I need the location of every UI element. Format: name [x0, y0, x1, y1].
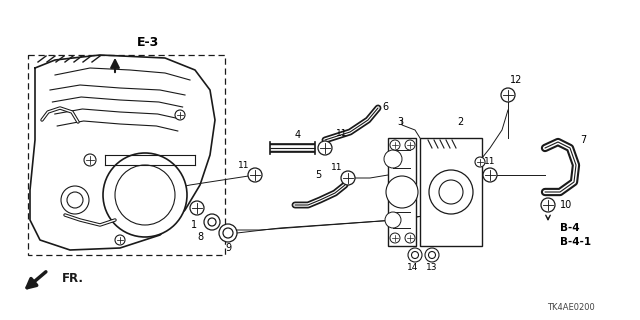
Bar	[420, 138, 482, 246]
Text: FR.: FR.	[62, 271, 84, 284]
Text: 11: 11	[484, 157, 496, 166]
Text: 8: 8	[197, 232, 203, 242]
Circle shape	[190, 201, 204, 215]
Circle shape	[386, 176, 418, 208]
Text: 9: 9	[225, 243, 231, 253]
Text: TK4AE0200: TK4AE0200	[547, 303, 595, 313]
Circle shape	[429, 170, 473, 214]
Circle shape	[385, 212, 401, 228]
Text: E-3: E-3	[137, 36, 159, 49]
Circle shape	[405, 140, 415, 150]
Circle shape	[341, 171, 355, 185]
Circle shape	[439, 180, 463, 204]
Circle shape	[115, 235, 125, 245]
Text: B-4-1: B-4-1	[560, 237, 591, 247]
Circle shape	[223, 228, 233, 238]
Text: 6: 6	[382, 102, 388, 112]
Text: 14: 14	[407, 263, 419, 273]
Circle shape	[115, 165, 175, 225]
Circle shape	[84, 154, 96, 166]
Text: 11: 11	[336, 129, 348, 138]
Circle shape	[390, 233, 400, 243]
Text: 7: 7	[580, 135, 586, 145]
Text: 13: 13	[426, 263, 438, 273]
Text: 11: 11	[238, 161, 250, 170]
Circle shape	[219, 224, 237, 242]
Circle shape	[384, 150, 402, 168]
Circle shape	[412, 252, 419, 259]
Circle shape	[475, 157, 485, 167]
Text: 11: 11	[332, 164, 343, 172]
Circle shape	[103, 153, 187, 237]
Circle shape	[483, 168, 497, 182]
Circle shape	[208, 218, 216, 226]
Circle shape	[429, 252, 435, 259]
Text: B-4: B-4	[560, 223, 580, 233]
Text: 4: 4	[295, 130, 301, 140]
Text: 10: 10	[560, 200, 572, 210]
Circle shape	[425, 248, 439, 262]
Text: 2: 2	[457, 117, 463, 127]
Circle shape	[408, 248, 422, 262]
Circle shape	[204, 214, 220, 230]
Bar	[388, 138, 416, 246]
Circle shape	[61, 186, 89, 214]
Text: 12: 12	[510, 75, 522, 85]
Circle shape	[318, 141, 332, 155]
Circle shape	[501, 88, 515, 102]
Circle shape	[175, 110, 185, 120]
Text: 5: 5	[315, 170, 321, 180]
Circle shape	[390, 140, 400, 150]
Circle shape	[67, 192, 83, 208]
Bar	[28, 55, 225, 255]
Circle shape	[405, 233, 415, 243]
Circle shape	[541, 198, 555, 212]
Circle shape	[248, 168, 262, 182]
Text: 1: 1	[191, 220, 197, 230]
Text: 3: 3	[397, 117, 403, 127]
